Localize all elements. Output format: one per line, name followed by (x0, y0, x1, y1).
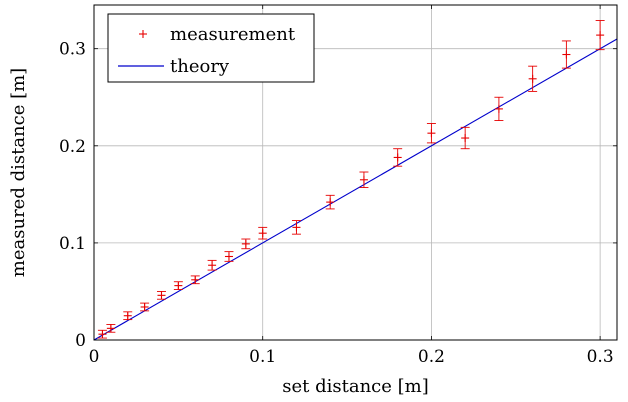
measurement-point (97, 329, 107, 339)
measurement-point (393, 148, 403, 167)
y-tick-label: 0.3 (59, 40, 86, 60)
theory-line (93, 38, 618, 341)
legend-marker-measurement (139, 30, 147, 38)
measurement-point (241, 238, 251, 250)
measurement-point (460, 126, 470, 150)
legend-entry-measurement: measurement (170, 24, 296, 45)
measurement-point (291, 220, 301, 235)
y-tick-label: 0.1 (59, 234, 86, 254)
x-tick-label: 0.1 (249, 347, 276, 367)
measurement-point (258, 226, 268, 240)
measurement-point (359, 171, 369, 189)
measurement-point (426, 123, 436, 144)
measurement-point (528, 65, 538, 92)
measurement-point (123, 311, 133, 321)
measurement-series (97, 20, 605, 339)
measurement-point (224, 251, 234, 262)
y-tick-label: 0 (75, 331, 86, 351)
measurement-point (561, 40, 571, 69)
x-tick-label: 0.3 (587, 347, 614, 367)
measurement-point (494, 96, 504, 122)
legend-box (107, 13, 315, 83)
x-axis-label: set distance [m] (282, 376, 429, 397)
measurement-point (173, 281, 183, 290)
measurement-point (106, 324, 116, 333)
measurement-point (595, 20, 605, 51)
x-tick-label: 0 (89, 347, 100, 367)
measurement-point (190, 275, 200, 285)
y-tick-label: 0.2 (59, 137, 86, 157)
plot-frame (93, 4, 618, 341)
measurement-point (207, 259, 217, 271)
legend: measurement theory (107, 13, 315, 83)
axis-ticks: 0 0.1 0.2 0.3 0 0.1 0.2 0.3 (59, 5, 617, 367)
y-axis-label: measured distance [m] (8, 68, 29, 277)
measurement-point (325, 194, 335, 210)
legend-entry-theory: theory (170, 56, 230, 77)
x-tick-label: 0.2 (418, 347, 445, 367)
measurement-point (156, 290, 166, 300)
measurement-point (140, 302, 150, 312)
theory-series (93, 38, 618, 341)
